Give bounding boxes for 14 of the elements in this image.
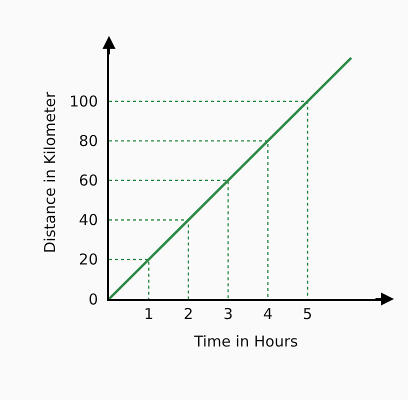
x-axis-title: Time in Hours xyxy=(193,332,298,350)
x-tick-label: 5 xyxy=(302,305,312,323)
y-axis-title: Distance in Kilometer xyxy=(41,91,60,254)
y-tick-label: 100 xyxy=(69,92,98,111)
x-tick-label: 2 xyxy=(184,305,194,323)
y-tick-label: 60 xyxy=(78,172,98,190)
x-tick-label: 1 xyxy=(144,305,154,323)
x-tick-label: 4 xyxy=(263,305,273,323)
x-tick-label: 3 xyxy=(223,305,233,323)
y-tick-label: 80 xyxy=(78,132,98,150)
y-tick-label: 20 xyxy=(78,250,98,269)
y-tick-label: 40 xyxy=(78,211,98,230)
line-series xyxy=(109,56,352,299)
y-tick-label: 0 xyxy=(88,290,98,308)
